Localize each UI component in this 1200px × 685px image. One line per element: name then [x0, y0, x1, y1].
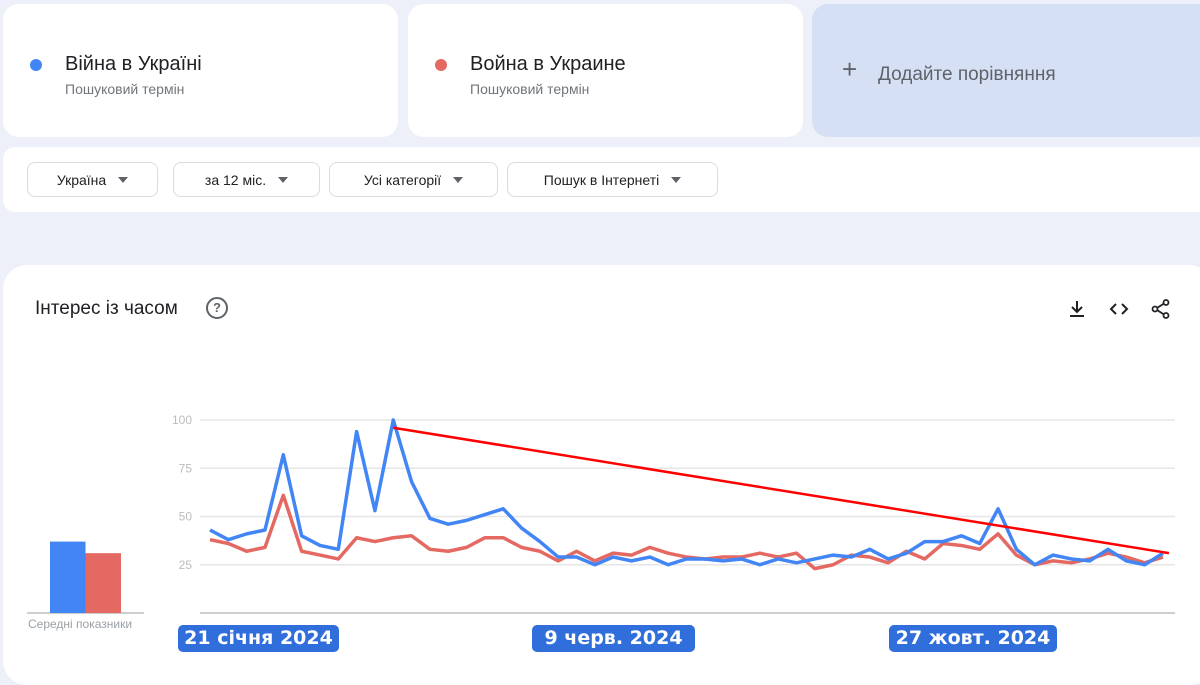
- series-dot-icon: [435, 59, 447, 71]
- term-subtitle: Пошуковий термін: [65, 81, 185, 97]
- term-card-2[interactable]: Война в Украине Пошуковий термін: [408, 4, 803, 137]
- filter-label: Усі категорії: [363, 171, 442, 188]
- date-badge: 27 жовт. 2024: [889, 625, 1057, 652]
- share-icon[interactable]: [1150, 298, 1172, 320]
- term-name: Война в Украине: [470, 53, 626, 75]
- filter-label: Україна: [56, 171, 107, 188]
- date-badge: 21 січня 2024: [178, 625, 339, 652]
- filter-region[interactable]: Україна: [27, 162, 158, 197]
- filter-label: Пошук в Інтернеті: [543, 171, 660, 188]
- filter-period[interactable]: за 12 міс.: [173, 162, 320, 197]
- dropdown-arrow-icon: [118, 176, 129, 183]
- averages-label: Середні показники: [28, 617, 133, 631]
- dropdown-arrow-icon: [453, 176, 464, 183]
- filter-search-type[interactable]: Пошук в Інтернеті: [507, 162, 718, 197]
- add-comparison-button[interactable]: + Додайте порівняння: [812, 4, 1200, 137]
- panel-title: Інтерес із часом: [35, 298, 178, 319]
- term-name: Війна в Україні: [65, 53, 202, 75]
- interest-over-time-panel: [3, 265, 1200, 685]
- embed-icon[interactable]: [1108, 298, 1130, 320]
- filter-label: за 12 міс.: [204, 171, 267, 188]
- dropdown-arrow-icon: [671, 176, 682, 183]
- term-card-1[interactable]: Війна в Україні Пошуковий термін: [3, 4, 398, 137]
- add-comparison-label: Додайте порівняння: [878, 64, 1056, 85]
- download-icon[interactable]: [1066, 298, 1088, 320]
- filter-category[interactable]: Усі категорії: [329, 162, 498, 197]
- help-icon[interactable]: ?: [206, 297, 228, 319]
- date-badge: 9 черв. 2024: [532, 625, 695, 652]
- filter-bar: Україна за 12 міс. Усі категорії Пошук в…: [3, 147, 1200, 212]
- series-dot-icon: [30, 59, 42, 71]
- dropdown-arrow-icon: [278, 176, 289, 183]
- plus-icon: +: [842, 54, 858, 84]
- term-subtitle: Пошуковий термін: [470, 81, 590, 97]
